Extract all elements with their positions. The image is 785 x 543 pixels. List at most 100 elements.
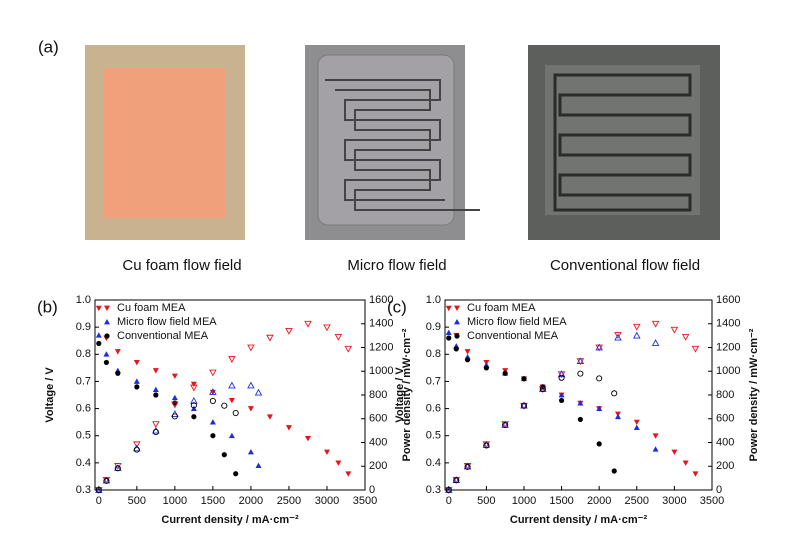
point	[483, 442, 490, 449]
point	[614, 413, 621, 420]
x-tick-label: 3500	[353, 495, 377, 507]
point	[255, 462, 262, 468]
x-tick-label: 1500	[549, 495, 573, 507]
x-tick-label: 500	[477, 495, 495, 507]
point	[152, 368, 159, 374]
point	[323, 449, 330, 455]
point	[445, 329, 452, 335]
point	[304, 320, 312, 328]
legend-label: Micro flow field MEA	[467, 316, 567, 328]
point	[557, 370, 566, 378]
y2-tick-label: 600	[369, 413, 387, 425]
point	[228, 381, 236, 389]
point	[633, 419, 640, 426]
y2-tick-label: 0	[716, 484, 722, 496]
y2-tick-label: 400	[369, 436, 387, 448]
x-tick-label: 2000	[587, 495, 611, 507]
x-tick-label: 3000	[315, 495, 339, 507]
point	[103, 477, 110, 484]
point	[520, 402, 528, 409]
y2-tick-label: 1400	[369, 318, 393, 330]
legend-marker	[104, 333, 110, 339]
y2-axis-label: Power density / mW·cm⁻²	[748, 328, 760, 461]
point	[171, 413, 178, 420]
point	[577, 370, 584, 377]
photo-conventional	[528, 45, 720, 240]
legend-label: Cu foam MEA	[467, 302, 536, 314]
point	[614, 332, 622, 339]
y2-tick-label: 1200	[369, 341, 393, 353]
point	[190, 397, 198, 404]
x-tick-label: 1500	[201, 495, 225, 507]
point	[133, 378, 140, 384]
point	[95, 305, 102, 312]
point	[502, 421, 509, 428]
x-tick-label: 0	[96, 495, 102, 507]
point	[221, 452, 227, 458]
point	[95, 332, 102, 338]
y-tick-label: 0.8	[426, 348, 441, 360]
point	[285, 425, 292, 431]
y2-tick-label: 1600	[369, 294, 393, 306]
x-axis-label: Current density / mA·cm⁻²	[161, 514, 299, 526]
x-tick-label: 3000	[662, 495, 686, 507]
photo-micro	[305, 45, 480, 240]
point	[133, 441, 141, 449]
point	[595, 343, 603, 351]
y-tick-label: 1.0	[426, 294, 441, 306]
y-tick-label: 0.9	[76, 321, 91, 333]
point	[232, 409, 239, 417]
point	[115, 370, 121, 376]
point	[611, 468, 617, 474]
point	[152, 386, 159, 392]
point	[682, 460, 689, 466]
y2-tick-label: 800	[369, 389, 387, 401]
point	[171, 410, 179, 417]
x-axis-label: Current density / mA·cm⁻²	[510, 514, 648, 526]
point	[152, 428, 159, 436]
y-tick-label: 0.7	[76, 375, 91, 387]
point	[614, 333, 622, 341]
point	[228, 356, 236, 363]
y-tick-label: 0.4	[76, 457, 91, 469]
panel-label: (a)	[38, 37, 59, 56]
y2-tick-label: 400	[716, 436, 734, 448]
photo-cu-foam	[85, 45, 245, 240]
y-tick-label: 0.3	[76, 484, 91, 496]
y-tick-label: 0.5	[426, 430, 441, 442]
point	[209, 369, 217, 377]
point	[633, 331, 641, 339]
point	[651, 339, 660, 346]
point	[691, 345, 700, 353]
point	[453, 346, 459, 352]
x-tick-label: 0	[446, 495, 452, 507]
point	[464, 463, 471, 470]
point	[103, 359, 110, 366]
point	[95, 486, 102, 494]
x-tick-label: 2000	[239, 495, 263, 507]
point	[171, 373, 178, 379]
point	[114, 465, 121, 472]
x-tick-label: 2500	[277, 495, 301, 507]
y2-tick-label: 200	[369, 460, 387, 472]
y2-tick-label: 1000	[716, 365, 740, 377]
x-tick-label: 2500	[625, 495, 649, 507]
point	[446, 335, 452, 341]
point	[285, 328, 293, 335]
point	[133, 446, 140, 453]
point	[209, 388, 217, 395]
point	[102, 476, 111, 484]
y2-tick-label: 200	[716, 460, 734, 472]
point	[692, 471, 699, 477]
point	[521, 376, 527, 382]
point	[190, 384, 198, 392]
point	[134, 384, 140, 390]
caption: Conventional flow field	[550, 257, 700, 274]
point	[558, 397, 565, 404]
point	[539, 386, 546, 393]
y2-tick-label: 1000	[369, 365, 393, 377]
caption: Cu foam flow field	[122, 257, 241, 274]
point	[483, 365, 489, 371]
point	[133, 360, 140, 366]
legend-label: Conventional MEA	[467, 330, 559, 342]
